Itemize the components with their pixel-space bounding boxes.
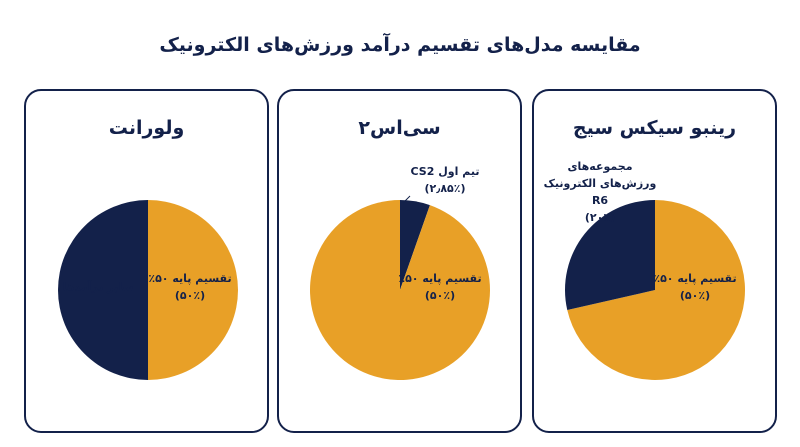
leader-line (402, 195, 411, 204)
pie-slice (310, 200, 490, 380)
slice-name: تقسیم پایه ۵۰٪ (653, 272, 737, 285)
panel-title: ولورانت (108, 117, 185, 139)
slice-name: تقسیم پایه ۵۰٪ (398, 272, 482, 285)
slice-value-label: (۲۰٪) (584, 211, 616, 224)
pie-slice (58, 200, 148, 380)
slice-value-label: (۲٫۸۵٪) (424, 182, 466, 195)
main-title: مقایسه مدل‌های تقسیم درآمد ورزش‌های الکت… (159, 34, 641, 56)
slice-value-label: (۵۰٪) (679, 289, 711, 302)
pie-slice (567, 200, 745, 380)
slice-label: تقسیم پایه ۵۰٪ (۵۰٪) (385, 270, 495, 304)
pie-slice (400, 200, 430, 290)
panel-title: سی‌اس۲ (358, 117, 441, 139)
slice-label: تقسیم پایه ۵۰٪ (۵۰٪) (640, 270, 750, 304)
slice-label: سایر درآمدها (48, 279, 148, 296)
panel-title: رینبو سیکس سیج (572, 117, 737, 139)
slice-value-label: (۵۰٪) (424, 289, 456, 302)
slice-name: تقسیم پایه ۵۰٪ (148, 272, 232, 285)
slice-name: تیم اول CS2 (410, 165, 480, 178)
slice-name: سایر درآمدها (62, 280, 134, 294)
pie-slice (564, 200, 655, 311)
slice-value-label: (۵۰٪) (174, 289, 206, 302)
pie-slice (148, 200, 238, 380)
slice-name: مجموعه‌های ورزش‌های الکترونیک R6 (543, 160, 657, 207)
slice-label: تیم اول CS2 (۲٫۸۵٪) (390, 163, 500, 197)
slice-label: تقسیم پایه ۵۰٪ (۵۰٪) (135, 270, 245, 304)
slice-label: مجموعه‌های ورزش‌های الکترونیک R6 (۲۰٪) (538, 158, 663, 226)
